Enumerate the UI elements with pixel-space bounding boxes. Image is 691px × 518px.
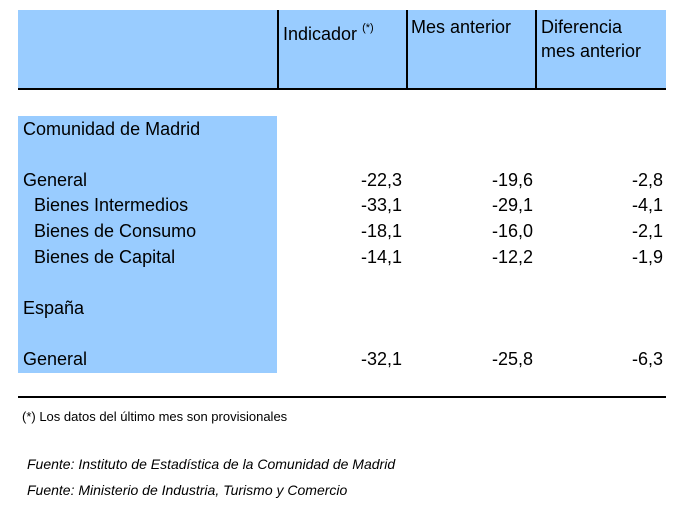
table-row: General -32,1 -25,8 -6,3 <box>18 347 666 372</box>
table-row: Bienes Intermedios -33,1 -29,1 -4,1 <box>18 193 666 218</box>
cell-mes-anterior: -12,2 <box>491 247 533 267</box>
table-row: General -22,3 -19,6 -2,8 <box>18 168 666 193</box>
column-divider <box>535 10 537 90</box>
column-divider <box>277 10 279 90</box>
cell-indicador: -22,3 <box>360 170 402 190</box>
header-diferencia-line1: Diferencia <box>541 17 623 37</box>
table-row: Bienes de Capital -14,1 -12,2 -1,9 <box>18 245 666 270</box>
cell-indicador: -33,1 <box>360 195 402 215</box>
table-row: Bienes de Consumo -18,1 -16,0 -2,1 <box>18 219 666 244</box>
source-line: Fuente: Instituto de Estadística de la C… <box>27 456 396 472</box>
cell-indicador: -14,1 <box>360 247 402 267</box>
cell-mes-anterior: -25,8 <box>491 349 533 369</box>
header-indicador-note: (*) <box>362 22 374 34</box>
header-diferencia: Diferencia mes anterior <box>537 10 666 88</box>
cell-diferencia: -4,1 <box>631 195 663 215</box>
header-diferencia-line2: mes anterior <box>541 41 642 61</box>
header-mes-anterior: Mes anterior <box>408 10 535 88</box>
table-bottom-rule <box>18 396 666 398</box>
cell-diferencia: -2,1 <box>631 221 663 241</box>
header-bottom-rule <box>18 88 666 90</box>
cell-indicador: -32,1 <box>360 349 402 369</box>
cell-indicador: -18,1 <box>360 221 402 241</box>
cell-mes-anterior: -29,1 <box>491 195 533 215</box>
column-divider <box>406 10 408 90</box>
label-column-band <box>18 116 277 373</box>
section-title-madrid: Comunidad de Madrid <box>23 119 201 139</box>
row-label: Bienes de Consumo <box>34 221 197 241</box>
cell-diferencia: -1,9 <box>631 247 663 267</box>
source-line: Fuente: Ministerio de Industria, Turismo… <box>27 482 348 498</box>
row-label: Bienes Intermedios <box>34 195 189 215</box>
cell-mes-anterior: -16,0 <box>491 221 533 241</box>
header-indicador-label: Indicador <box>283 24 358 44</box>
header-blank-cell <box>18 10 277 88</box>
cell-diferencia: -2,8 <box>631 170 663 190</box>
row-label: General <box>23 170 88 190</box>
cell-mes-anterior: -19,6 <box>491 170 533 190</box>
section-title-espana: España <box>23 298 85 318</box>
cell-diferencia: -6,3 <box>631 349 663 369</box>
row-label: Bienes de Capital <box>34 247 176 267</box>
footnote: (*) Los datos del último mes son provisi… <box>22 409 288 424</box>
header-mes-anterior-label: Mes anterior <box>411 17 512 37</box>
row-label: General <box>23 349 88 369</box>
header-indicador: Indicador (*) <box>279 10 406 88</box>
